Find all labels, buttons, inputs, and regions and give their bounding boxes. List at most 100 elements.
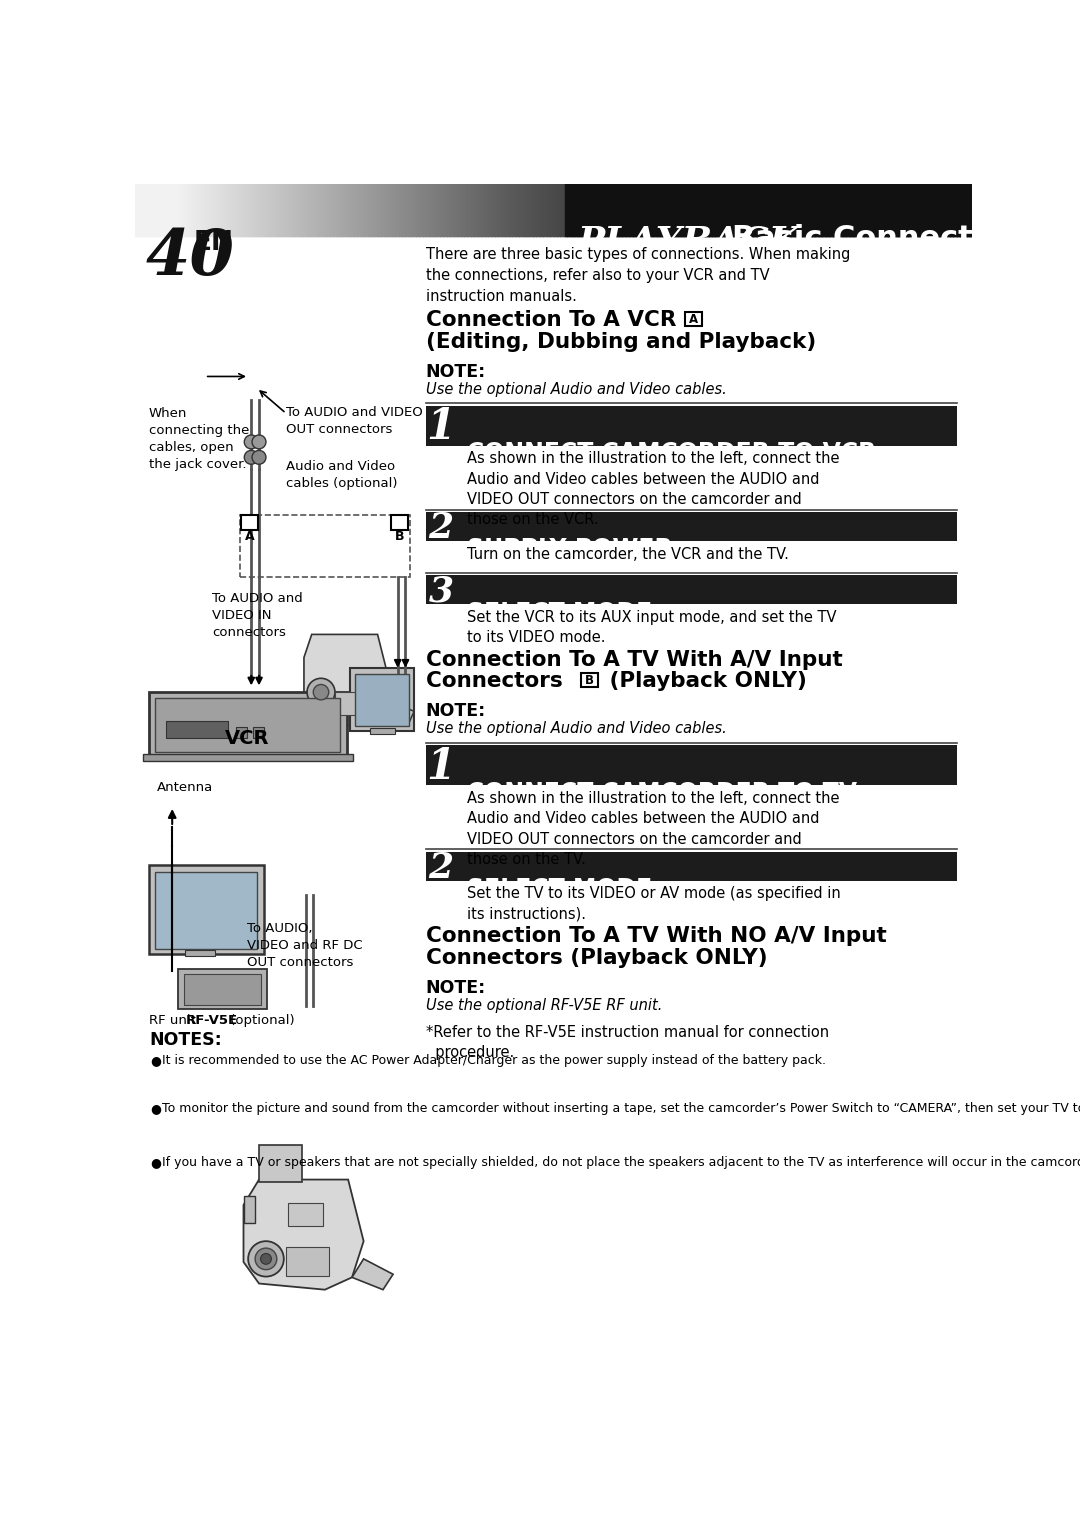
Bar (156, 872, 257, 949)
Text: To AUDIO and
VIDEO IN
connectors: To AUDIO and VIDEO IN connectors (213, 592, 303, 639)
Text: When
connecting the
cables, open
the jack cover.: When connecting the cables, open the jac… (149, 408, 249, 471)
Bar (457, 575, 957, 604)
Text: As shown in the illustration to the left, connect the
Audio and Video cables bet: As shown in the illustration to the left… (468, 791, 840, 868)
Text: PLAYBACK: PLAYBACK (578, 224, 801, 258)
Text: VCR: VCR (225, 730, 270, 748)
Bar (186, 950, 215, 957)
Text: (Editing, Dubbing and Playback): (Editing, Dubbing and Playback) (426, 331, 815, 351)
Circle shape (244, 451, 258, 464)
Text: (Playback ONLY): (Playback ONLY) (603, 671, 807, 691)
Bar (457, 512, 957, 541)
Text: RF-V5E: RF-V5E (186, 1013, 239, 1027)
Text: To AUDIO,
VIDEO and RF DC
OUT connectors: To AUDIO, VIDEO and RF DC OUT connectors (247, 921, 363, 969)
Bar (457, 406, 957, 446)
Text: Audio and Video
cables (optional): Audio and Video cables (optional) (286, 460, 397, 489)
Text: (optional): (optional) (227, 1013, 295, 1027)
Text: 2: 2 (429, 851, 454, 885)
Text: ●: ● (150, 1156, 161, 1168)
Text: 1: 1 (427, 747, 456, 788)
Text: Use the optional Audio and Video cables.: Use the optional Audio and Video cables. (426, 382, 727, 397)
Bar (286, 1246, 328, 1275)
Bar (426, 745, 457, 785)
Bar (149, 693, 347, 757)
Text: A: A (245, 530, 255, 544)
Bar (457, 745, 957, 785)
Text: Set the TV to its VIDEO or AV mode (as specified in
its instructions).: Set the TV to its VIDEO or AV mode (as s… (468, 886, 841, 921)
Polygon shape (243, 1179, 364, 1289)
Bar (565, 184, 972, 236)
Text: It is recommended to use the AC Power Adapter/Charger as the power supply instea: It is recommended to use the AC Power Ad… (162, 1055, 826, 1067)
Text: Set the VCR to its AUX input mode, and set the TV
to its VIDEO mode.: Set the VCR to its AUX input mode, and s… (468, 610, 837, 645)
Circle shape (252, 451, 266, 464)
Text: Antenna: Antenna (157, 780, 213, 794)
Text: SELECT MODE: SELECT MODE (468, 877, 652, 901)
Circle shape (252, 435, 266, 449)
Bar (426, 851, 457, 881)
Bar (253, 727, 265, 739)
Bar (581, 673, 597, 687)
Bar (166, 722, 228, 739)
Bar (355, 673, 409, 727)
Bar (335, 693, 366, 716)
Bar (259, 1145, 301, 1182)
Text: B: B (394, 530, 404, 544)
Text: RF unit: RF unit (149, 1013, 200, 1027)
Text: CONNECT CAMCORDER TO TV: CONNECT CAMCORDER TO TV (468, 780, 858, 805)
Circle shape (244, 435, 258, 449)
Bar (457, 851, 957, 881)
Text: Turn on the camcorder, the VCR and the TV.: Turn on the camcorder, the VCR and the T… (468, 547, 789, 561)
Text: *Refer to the RF-V5E instruction manual for connection
  procedure.: *Refer to the RF-V5E instruction manual … (426, 1024, 828, 1061)
Circle shape (248, 1242, 284, 1277)
Text: 3: 3 (429, 575, 454, 609)
Text: SUPPLY POWER: SUPPLY POWER (468, 538, 673, 561)
Text: ●: ● (150, 1055, 161, 1067)
Text: There are three basic types of connections. When making
the connections, refer a: There are three basic types of connectio… (426, 247, 850, 304)
Text: Use the optional RF-V5E RF unit.: Use the optional RF-V5E RF unit. (426, 998, 662, 1013)
Bar (426, 512, 457, 541)
Circle shape (313, 684, 328, 701)
Text: Connectors (Playback ONLY): Connectors (Playback ONLY) (426, 947, 767, 967)
Bar (143, 754, 353, 762)
Text: As shown in the illustration to the left, connect the
Audio and Video cables bet: As shown in the illustration to the left… (468, 451, 840, 527)
Bar (369, 728, 394, 734)
Text: B: B (584, 673, 594, 687)
Text: CONNECT CAMCORDER TO VCR: CONNECT CAMCORDER TO VCR (468, 442, 877, 464)
Bar (426, 406, 457, 446)
Text: Connection To A TV With NO A/V Input: Connection To A TV With NO A/V Input (426, 926, 887, 946)
Text: 2: 2 (429, 510, 454, 546)
Text: EN: EN (194, 230, 234, 256)
Text: To monitor the picture and sound from the camcorder without inserting a tape, se: To monitor the picture and sound from th… (162, 1102, 1080, 1114)
Text: 40: 40 (146, 227, 234, 288)
Circle shape (307, 678, 335, 707)
Text: NOTES:: NOTES: (149, 1032, 221, 1049)
Text: To AUDIO and VIDEO
OUT connectors: To AUDIO and VIDEO OUT connectors (286, 406, 423, 435)
Text: NOTE:: NOTE: (426, 702, 486, 721)
Circle shape (255, 1248, 276, 1269)
Bar (156, 699, 340, 753)
Bar (149, 866, 264, 954)
Text: If you have a TV or speakers that are not specially shielded, do not place the s: If you have a TV or speakers that are no… (162, 1156, 1080, 1168)
Circle shape (260, 1254, 271, 1265)
Text: 1: 1 (427, 406, 456, 448)
Text: Use the optional Audio and Video cables.: Use the optional Audio and Video cables. (426, 722, 727, 736)
Bar (287, 1203, 323, 1226)
Bar (240, 515, 410, 576)
Text: NOTE:: NOTE: (426, 363, 486, 380)
Polygon shape (303, 635, 389, 727)
Bar (350, 667, 414, 731)
Polygon shape (386, 701, 414, 724)
Polygon shape (352, 1259, 393, 1289)
Bar (391, 515, 408, 530)
Bar (426, 575, 457, 604)
Bar (241, 515, 258, 530)
Text: A: A (689, 313, 699, 325)
Text: ●: ● (150, 1102, 161, 1114)
Bar (184, 973, 260, 1004)
Text: Basic Connections: Basic Connections (732, 224, 1043, 253)
Text: Connection To A VCR: Connection To A VCR (426, 310, 684, 330)
Bar (235, 727, 247, 739)
Bar (177, 969, 267, 1009)
Bar (244, 1196, 255, 1223)
Text: Connectors: Connectors (426, 671, 570, 691)
Text: Connection To A TV With A/V Input: Connection To A TV With A/V Input (426, 650, 842, 670)
